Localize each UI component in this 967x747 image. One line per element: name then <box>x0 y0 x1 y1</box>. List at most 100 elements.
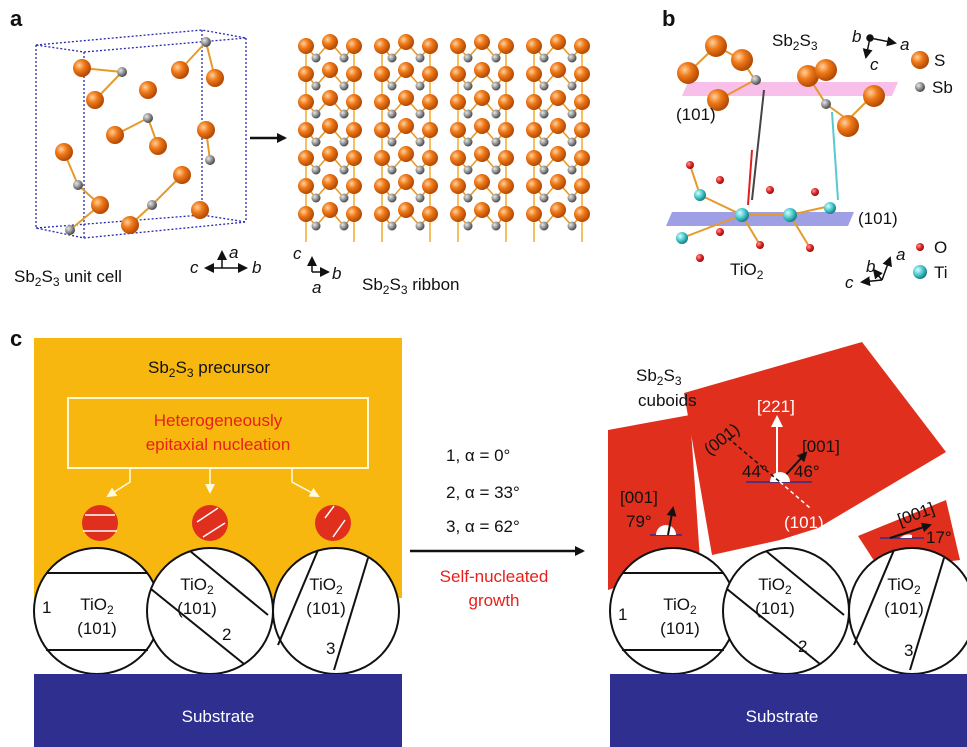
nucleation-line2: epitaxial nucleation <box>146 435 291 454</box>
svg-text:2, α = 33°: 2, α = 33° <box>446 483 520 502</box>
cuboids-formula: Sb2S3 <box>636 366 682 388</box>
axis-label-c2: c <box>293 244 302 263</box>
svg-text:(101): (101) <box>884 599 924 618</box>
angle-wedge-mid <box>770 472 790 482</box>
plane-101-bottom <box>666 212 854 226</box>
b-axis2-a: a <box>896 245 905 264</box>
angle-list: 1, α = 0° 2, α = 33° 3, α = 62° <box>446 446 520 536</box>
angle-wedge-right <box>900 534 912 538</box>
left-substrate-label: Substrate <box>182 707 255 726</box>
left-grain-planes <box>46 549 369 671</box>
svg-text:TiO2: TiO2 <box>309 575 343 597</box>
right-substrate-label: Substrate <box>746 707 819 726</box>
b-plane-bottom: (101) <box>858 209 898 228</box>
right-tio2-grains <box>609 547 967 675</box>
label-001-left: [001] <box>620 488 658 507</box>
nucleation-box <box>67 397 369 469</box>
axis-label-b2: b <box>332 264 341 283</box>
cuboid-2 <box>684 342 946 555</box>
sb2s3-ribbon <box>298 34 590 242</box>
panel-label-b: b <box>662 6 675 31</box>
arrow-001-left <box>666 506 677 536</box>
growth-line1: Self-nucleated <box>440 567 549 586</box>
panel-label-a: a <box>10 6 23 31</box>
b-axis-a: a <box>900 35 909 54</box>
angle-17: 17° <box>926 528 952 547</box>
legend-sb-label: Sb <box>932 78 953 97</box>
angle-wedge-left <box>656 525 676 535</box>
svg-text:(101): (101) <box>177 599 217 618</box>
panel-label-c: c <box>10 326 22 351</box>
b-spheres <box>676 35 885 262</box>
cuboids-label: cuboids <box>638 391 697 410</box>
b-axis-b: b <box>852 27 861 46</box>
axis-label-b: b <box>252 258 261 277</box>
b-axis2-c: c <box>845 273 854 292</box>
axes-triad-a2 <box>307 256 330 277</box>
svg-text:(101): (101) <box>755 599 795 618</box>
legend-s-label: S <box>934 51 945 70</box>
b-axis-c: c <box>870 55 879 74</box>
nucleation-arrows <box>106 468 320 498</box>
cuboid-1 <box>608 415 700 590</box>
svg-text:TiO2: TiO2 <box>887 575 921 597</box>
svg-text:2: 2 <box>798 637 807 656</box>
svg-text:(101): (101) <box>77 619 117 638</box>
svg-text:TiO2: TiO2 <box>80 595 114 617</box>
axis-label-c: c <box>190 258 199 277</box>
axes-triad-b-bottom <box>860 256 892 287</box>
nuclei <box>82 505 351 541</box>
legend-ti-label: Ti <box>934 263 948 282</box>
b-axis2-b: b <box>866 257 875 276</box>
svg-text:TiO2: TiO2 <box>180 575 214 597</box>
right-grain-planes <box>622 549 945 671</box>
angle-44: 44° <box>742 462 768 481</box>
ribbon-caption: Sb2S3 ribbon <box>362 275 460 297</box>
axes-triad-a1 <box>204 250 248 273</box>
label-221: [221] <box>757 397 795 416</box>
svg-text:3: 3 <box>904 641 913 660</box>
left-grain-labels: TiO2 (101) 1 TiO2 (101) 2 TiO2 (101) 3 <box>42 575 346 658</box>
b-plane-top: (101) <box>676 105 716 124</box>
unit-cell-box <box>35 29 247 239</box>
sb-o-bond <box>751 89 765 201</box>
svg-text:(101): (101) <box>306 599 346 618</box>
svg-text:1: 1 <box>42 598 51 617</box>
unit-cell-caption: Sb2S3 unit cell <box>14 267 122 289</box>
svg-text:TiO2: TiO2 <box>758 575 792 597</box>
svg-text:TiO2: TiO2 <box>663 595 697 617</box>
plane-001-dashed <box>727 437 781 483</box>
legend-o-swatch <box>916 243 924 251</box>
left-substrate <box>34 674 402 747</box>
legend-ti-swatch <box>913 265 927 279</box>
precursor-label: Sb2S3 precursor <box>148 358 270 380</box>
svg-text:2: 2 <box>222 625 231 644</box>
o-bond-red <box>747 149 753 206</box>
axis-label-a: a <box>229 243 238 262</box>
unit-cell-spheres <box>55 37 224 235</box>
ti-bond-cyan <box>831 111 839 201</box>
label-001-mid: [001] <box>802 437 840 456</box>
angle-79: 79° <box>626 512 652 531</box>
legend-o-label: O <box>934 238 947 257</box>
angle-46: 46° <box>794 462 820 481</box>
b-formula-top: Sb2S3 <box>772 31 818 53</box>
svg-text:3, α = 62°: 3, α = 62° <box>446 517 520 536</box>
legend-s-swatch <box>911 51 929 69</box>
axes-triad-b-top <box>862 34 897 59</box>
nucleation-line1: Heterogeneously <box>154 411 283 430</box>
growth-line2: growth <box>468 591 519 610</box>
svg-text:1, α = 0°: 1, α = 0° <box>446 446 510 465</box>
svg-text:(101): (101) <box>660 619 700 638</box>
svg-text:3: 3 <box>326 639 335 658</box>
axis-label-a2: a <box>312 278 321 297</box>
svg-text:1: 1 <box>618 605 627 624</box>
plane-101-top <box>682 82 898 96</box>
b-legend: S Sb O Ti <box>911 51 953 282</box>
legend-sb-swatch <box>915 82 925 92</box>
right-substrate <box>610 674 967 747</box>
label-101-plane: (101) <box>784 513 824 532</box>
right-grain-labels: TiO2 (101) 1 TiO2 (101) 2 TiO2 (101) 3 <box>618 575 924 660</box>
arrow-001-right <box>889 522 932 539</box>
